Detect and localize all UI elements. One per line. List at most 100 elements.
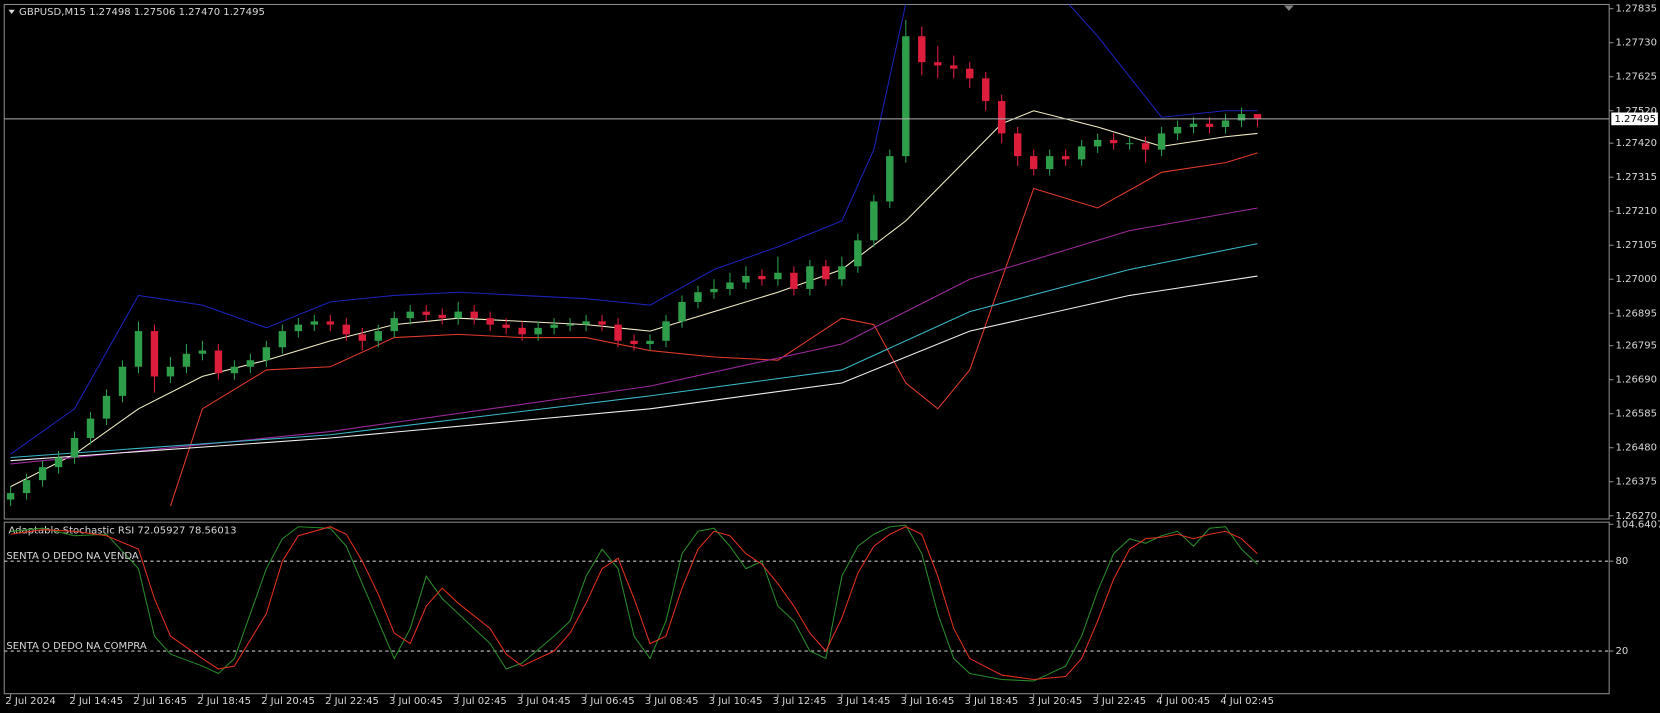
candle-body bbox=[646, 340, 654, 345]
candle-body bbox=[838, 266, 846, 280]
x-tick-label: 3 Jul 10:45 bbox=[709, 696, 763, 707]
y-tick-label: 1.27420 bbox=[1616, 138, 1658, 149]
candle-body bbox=[102, 395, 111, 419]
candle-body bbox=[358, 334, 366, 341]
symbol-title: GBPUSD,M15 1.27498 1.27506 1.27470 1.274… bbox=[19, 7, 265, 18]
candle-body bbox=[1173, 126, 1182, 134]
indicator-line bbox=[10, 4, 1258, 455]
x-tick-label: 3 Jul 22:45 bbox=[1092, 696, 1146, 707]
candle-body bbox=[246, 360, 255, 367]
x-tick-label: 3 Jul 00:45 bbox=[389, 696, 443, 707]
y-tick-label: 1.27000 bbox=[1616, 274, 1658, 285]
y-tick-label: 1.26895 bbox=[1616, 308, 1658, 319]
price-label-box bbox=[1611, 112, 1658, 126]
candle-body bbox=[966, 68, 974, 79]
candle-body bbox=[406, 311, 414, 319]
indicator-plot bbox=[4, 524, 1610, 682]
candle-body bbox=[822, 266, 830, 280]
y-tick-label: 1.27210 bbox=[1616, 206, 1658, 217]
candle-body bbox=[758, 276, 766, 280]
candle-body bbox=[630, 340, 638, 345]
candle-body bbox=[534, 327, 542, 335]
candle-body bbox=[1013, 133, 1022, 157]
x-tick-label: 3 Jul 16:45 bbox=[901, 696, 955, 707]
x-tick-label: 2 Jul 22:45 bbox=[325, 696, 379, 707]
indicator-line bbox=[10, 275, 1258, 462]
x-tick-label: 3 Jul 08:45 bbox=[645, 696, 699, 707]
candle-body bbox=[582, 321, 590, 325]
y-tick-label: 104.64074 bbox=[1616, 519, 1660, 530]
indicator-line bbox=[10, 207, 1258, 465]
candle-body bbox=[1125, 143, 1134, 145]
candle-body bbox=[390, 318, 398, 332]
y-tick-label: 1.26480 bbox=[1616, 443, 1658, 454]
candle-body bbox=[1109, 139, 1118, 144]
candle-body bbox=[22, 480, 31, 494]
candle-body bbox=[70, 438, 79, 458]
stoch-line bbox=[10, 526, 1258, 681]
main-frame bbox=[3, 3, 1610, 520]
indicator-line bbox=[169, 152, 1258, 507]
candle-body bbox=[454, 311, 462, 319]
candle-body bbox=[278, 331, 287, 348]
candle-body bbox=[1237, 114, 1246, 121]
y-tick-label: 1.27520 bbox=[1616, 106, 1658, 117]
x-tick-label: 3 Jul 02:45 bbox=[453, 696, 507, 707]
candle-body bbox=[982, 78, 990, 102]
menu-triangle[interactable] bbox=[8, 9, 15, 15]
price-label: 1.27495 bbox=[1614, 114, 1656, 125]
candle-body bbox=[470, 311, 478, 319]
candle-body bbox=[694, 292, 702, 302]
y-tick-label: 1.26690 bbox=[1616, 375, 1658, 386]
candle-body bbox=[998, 101, 1006, 134]
candle-body bbox=[742, 276, 750, 283]
candle-body bbox=[1221, 120, 1230, 127]
candle-body bbox=[166, 366, 175, 377]
candle-body bbox=[934, 62, 942, 66]
main-plot bbox=[4, 4, 1610, 507]
candle-body bbox=[1253, 114, 1262, 119]
y-tick-label: 80 bbox=[1616, 556, 1629, 567]
x-tick-label: 2 Jul 20:45 bbox=[261, 696, 315, 707]
candle-body bbox=[502, 324, 510, 328]
candle-body bbox=[1157, 133, 1166, 150]
candle-body bbox=[310, 321, 319, 325]
candle-body bbox=[790, 272, 798, 289]
x-tick-label: 2 Jul 18:45 bbox=[197, 696, 251, 707]
x-tick-label: 2 Jul 16:45 bbox=[133, 696, 187, 707]
candle-body bbox=[374, 331, 382, 341]
candle-body bbox=[38, 467, 47, 481]
candle-body bbox=[198, 350, 207, 354]
candle-body bbox=[902, 36, 910, 157]
candle-body bbox=[918, 36, 926, 63]
candle-body bbox=[342, 324, 350, 335]
candle-body bbox=[854, 240, 862, 267]
candle-body bbox=[1077, 146, 1086, 160]
y-tick-label: 1.27730 bbox=[1616, 38, 1658, 49]
y-tick-label: 1.27625 bbox=[1616, 72, 1658, 83]
x-tick-label: 3 Jul 04:45 bbox=[517, 696, 571, 707]
candle-body bbox=[1061, 156, 1070, 160]
y-tick-label: 1.26585 bbox=[1616, 409, 1658, 420]
candle-body bbox=[662, 321, 670, 341]
axes: 1.27835 1.27730 1.27625 1.27520 1.27420 1.273… bbox=[5, 4, 1660, 707]
candle-body bbox=[438, 314, 446, 319]
candle-body bbox=[326, 321, 335, 325]
y-tick-label: 20 bbox=[1616, 646, 1629, 657]
candle-body bbox=[118, 366, 127, 396]
candle-body bbox=[518, 327, 526, 335]
candle-body bbox=[1189, 123, 1198, 127]
candle-body bbox=[134, 331, 143, 367]
x-tick-label: 4 Jul 02:45 bbox=[1220, 696, 1274, 707]
candle-body bbox=[54, 457, 63, 468]
y-tick-label: 1.27835 bbox=[1616, 4, 1658, 15]
indicator-line bbox=[10, 243, 1258, 459]
shift-marker[interactable] bbox=[1284, 5, 1294, 11]
x-tick-label: 3 Jul 20:45 bbox=[1028, 696, 1082, 707]
y-tick-label: 1.26795 bbox=[1616, 341, 1658, 352]
candle-body bbox=[950, 65, 958, 69]
candle-body bbox=[598, 321, 606, 325]
